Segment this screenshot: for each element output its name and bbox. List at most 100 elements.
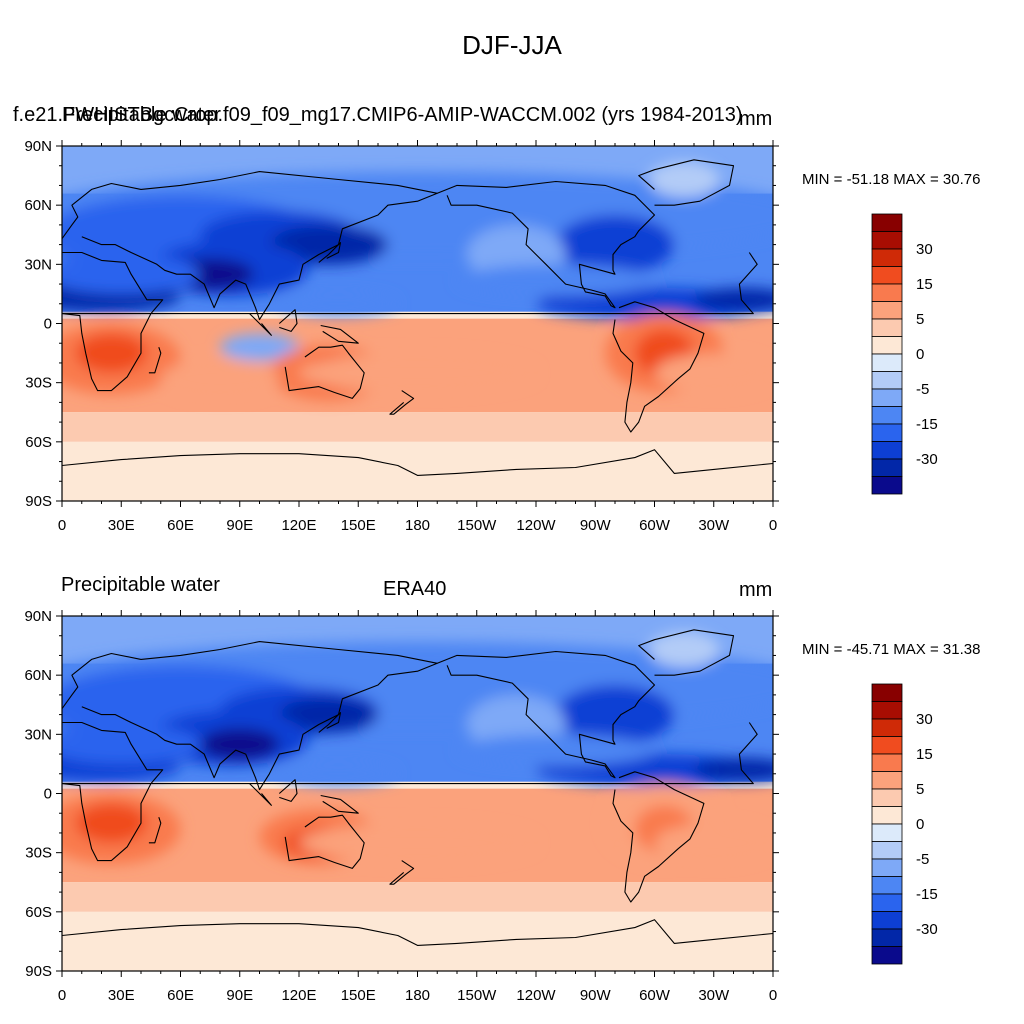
colorbar-label: 30 (916, 711, 933, 728)
colorbar-swatch (871, 753, 903, 772)
lat-tick-label: 30S (25, 375, 52, 392)
anomaly-patch (269, 224, 388, 265)
coastline (278, 309, 298, 332)
field-band (62, 911, 773, 971)
anomaly-patch (160, 359, 280, 399)
coastline (249, 313, 272, 336)
colorbar-swatch (871, 683, 903, 702)
lon-tick-label: 60E (167, 987, 194, 1004)
colorbar-swatch (871, 353, 903, 372)
panel2-lat-axis: 90N 60N 30N 0 30S 60S 90S (24, 608, 779, 980)
coastline (284, 814, 365, 869)
colorbar-label: 0 (916, 816, 924, 833)
anomaly-patch (200, 728, 280, 760)
colorbar-label: -30 (916, 451, 938, 468)
anomaly-patch (648, 631, 720, 668)
lon-tick-label: 0 (58, 987, 66, 1004)
lon-tick-label: 150E (341, 517, 376, 534)
coastline (612, 301, 705, 433)
lon-tick-label: 180 (405, 987, 430, 1004)
colorbar-swatch (871, 928, 903, 947)
lat-tick-label: 90N (24, 138, 52, 155)
anomaly-patch (299, 353, 536, 393)
lon-tick-label: 30E (108, 987, 135, 1004)
coastline (437, 650, 656, 779)
lon-tick-label: 150E (341, 987, 376, 1004)
panel2-units: mm (739, 579, 773, 601)
lon-tick-label: 60W (639, 987, 671, 1004)
anomaly-patch (220, 333, 299, 361)
lon-tick-label: 150W (457, 517, 497, 534)
field-anomalies (62, 631, 773, 865)
coastline (318, 712, 342, 733)
panel1-variable-title: Precipitable water (62, 104, 221, 126)
colorbar-swatch (871, 371, 903, 390)
anomaly-patch (279, 291, 398, 316)
colorbar-swatch (871, 806, 903, 825)
lat-tick-label: 60S (25, 904, 52, 921)
panel2-min-max: MIN = -45.71 MAX = 31.38 (802, 641, 981, 658)
panel1-contour-field (62, 146, 773, 501)
anomaly-patch (694, 758, 773, 782)
lat-tick-label: 60S (25, 434, 52, 451)
lat-tick-label: 60N (24, 197, 52, 214)
colorbar-swatch (871, 858, 903, 877)
lon-tick-label: 90W (580, 517, 612, 534)
panel2-coastlines (62, 629, 773, 946)
colorbar-label: 5 (916, 781, 924, 798)
anomaly-patch (694, 288, 773, 312)
lon-tick-label: 90E (226, 987, 253, 1004)
colorbar-label: 15 (916, 276, 933, 293)
colorbar-swatch (871, 718, 903, 737)
colorbar-swatch (871, 283, 903, 302)
coastline (249, 783, 272, 806)
panel2-lon-axis: 0 30E 60E 90E 120E 150E 180 150W 120W 90W 60W 30W 0 (58, 610, 777, 1004)
lat-tick-label: 30N (24, 726, 52, 743)
lon-tick-label: 180 (405, 517, 430, 534)
coastline (278, 779, 298, 802)
panel1-min-max: MIN = -51.18 MAX = 30.76 (802, 171, 981, 188)
coastline (62, 449, 773, 476)
lon-tick-label: 0 (58, 517, 66, 534)
colorbar-label: 30 (916, 241, 933, 258)
lon-tick-label: 120W (516, 987, 556, 1004)
anomaly-patch (555, 215, 675, 275)
lon-tick-label: 30W (698, 517, 730, 534)
colorbar-swatch (871, 231, 903, 250)
colorbar-swatch (871, 336, 903, 355)
lon-tick-label: 0 (769, 987, 777, 1004)
field-band (62, 412, 773, 442)
colorbar-label: -30 (916, 921, 938, 938)
coastline (284, 344, 365, 399)
anomaly-patch (457, 734, 655, 766)
lon-tick-label: 90E (226, 517, 253, 534)
field-band (62, 882, 773, 912)
lon-tick-label: 60W (639, 517, 671, 534)
colorbar-swatch (871, 266, 903, 285)
panel1-map: 90N 60N 30N 0 30S 60S 90S 0 30E 60E 90E 120E 150E 180… (24, 138, 779, 534)
colorbar-label: 5 (916, 311, 924, 328)
lon-tick-label: 30E (108, 517, 135, 534)
colorbar-swatch (871, 458, 903, 477)
anomaly-patch (299, 823, 536, 863)
lon-tick-label: 150W (457, 987, 497, 1004)
panel1-lat-axis: 90N 60N 30N 0 30S 60S 90S (24, 138, 779, 510)
panel2-colorbar: 30 15 5 0 -5 -15 -30 (871, 683, 938, 965)
colorbar-swatch (871, 911, 903, 930)
colorbar-swatch (871, 893, 903, 912)
anomaly-patch (654, 353, 773, 393)
colorbar-swatch (871, 701, 903, 720)
anomaly-patch (457, 264, 655, 296)
anomaly-patch (75, 333, 147, 373)
lat-tick-label: 30S (25, 845, 52, 862)
coastline (389, 860, 415, 885)
anomaly-patch (648, 161, 720, 198)
panel2-contour-field (62, 616, 773, 971)
panel2-map: 90N 60N 30N 0 30S 60S 90S 0 30E 60E 90E 120E 150E 180… (24, 608, 779, 1004)
coastline (62, 251, 758, 392)
lon-tick-label: 90W (580, 987, 612, 1004)
colorbar-swatch (871, 388, 903, 407)
anomaly-patch (279, 761, 398, 786)
lat-tick-label: 0 (44, 316, 52, 333)
